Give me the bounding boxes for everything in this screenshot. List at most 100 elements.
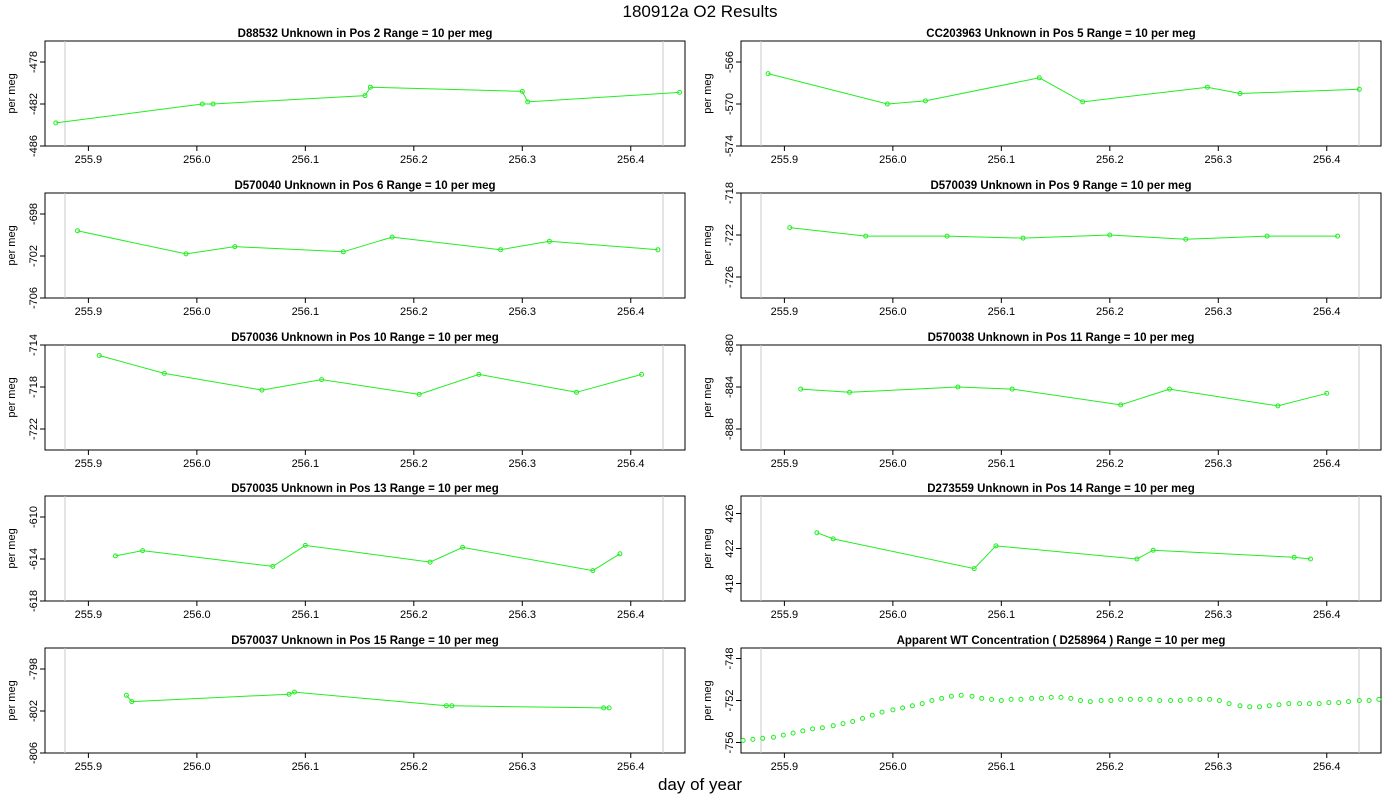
data-point — [1316, 701, 1322, 707]
y-tick-label: -752 — [724, 689, 736, 711]
data-point — [1266, 703, 1272, 709]
y-axis-label: per meg — [702, 528, 714, 568]
data-point — [1308, 556, 1313, 562]
panel-frame — [740, 192, 1382, 299]
y-tick-label: -478 — [28, 51, 40, 73]
data-point — [1036, 75, 1042, 81]
data-point — [1356, 86, 1362, 92]
data-point — [1068, 695, 1074, 701]
data-point — [1137, 696, 1143, 702]
panel-frame — [44, 40, 686, 147]
data-point — [1134, 556, 1140, 562]
x-tick-label: 255.9 — [771, 609, 799, 621]
y-axis-label: per meg — [702, 225, 714, 265]
x-tick-label: 255.9 — [75, 458, 103, 470]
x-tick-label: 256.0 — [183, 154, 211, 166]
series-line — [789, 227, 1338, 240]
x-tick-label: 256.4 — [1313, 458, 1341, 470]
panel-frame — [740, 647, 1382, 754]
x-tick-label: 256.2 — [1096, 761, 1124, 773]
data-point — [1080, 99, 1086, 105]
data-point — [1018, 696, 1024, 702]
data-point — [574, 389, 579, 395]
data-point — [948, 693, 954, 699]
x-tick-label: 255.9 — [75, 609, 103, 621]
data-point — [890, 707, 896, 713]
data-point — [929, 698, 935, 703]
data-point — [971, 566, 977, 572]
x-tick-label: 255.9 — [771, 306, 799, 318]
y-axis-label: per meg — [6, 528, 18, 568]
data-point — [53, 120, 59, 126]
x-tick-label: 256.4 — [617, 609, 645, 621]
x-tick-label: 256.1 — [292, 306, 320, 318]
panel-frame — [44, 192, 686, 299]
data-point — [525, 99, 531, 105]
data-point — [879, 709, 885, 715]
x-tick-label: 256.0 — [879, 761, 907, 773]
x-tick-label: 256.2 — [1096, 306, 1124, 318]
data-point — [389, 234, 395, 240]
x-tick-label: 256.3 — [509, 761, 537, 773]
data-point — [1197, 696, 1203, 702]
data-point — [944, 233, 950, 239]
data-point — [884, 101, 890, 107]
x-tick-label: 256.1 — [292, 761, 320, 773]
data-point — [780, 732, 786, 738]
panel-frame — [44, 344, 686, 451]
x-tick-label: 256.1 — [292, 154, 320, 166]
data-point — [449, 703, 455, 709]
data-point — [1297, 701, 1303, 707]
panel-frame — [740, 40, 1382, 147]
data-point — [655, 247, 661, 253]
data-point — [1257, 704, 1262, 710]
data-point — [810, 726, 816, 732]
series-line — [800, 386, 1327, 407]
y-tick-label: -880 — [724, 334, 736, 356]
x-tick-label: 256.4 — [1313, 761, 1341, 773]
data-point — [1366, 698, 1372, 703]
x-tick-label: 256.2 — [1096, 154, 1124, 166]
data-point — [199, 101, 205, 107]
data-point — [140, 548, 146, 554]
data-point — [1237, 91, 1243, 96]
y-tick-label: -718 — [724, 182, 736, 204]
y-tick-label: -566 — [724, 51, 736, 73]
x-tick-label: 256.0 — [183, 306, 211, 318]
data-point — [787, 225, 793, 231]
data-point — [847, 389, 852, 395]
y-tick-label: -570 — [724, 93, 736, 115]
data-point — [1247, 704, 1253, 710]
data-point — [1009, 386, 1015, 392]
data-point — [1029, 695, 1035, 701]
data-point — [129, 699, 135, 705]
y-tick-label: -888 — [724, 418, 736, 440]
x-tick-label: 256.2 — [1096, 609, 1124, 621]
data-point — [1118, 696, 1124, 702]
y-tick-label: -706 — [28, 287, 40, 309]
y-tick-label: 426 — [724, 504, 736, 522]
panel-8: D273559 Unknown in Pos 14 Range = 10 per… — [702, 483, 1382, 621]
data-point — [1167, 386, 1172, 392]
data-point — [771, 734, 776, 740]
data-point — [1376, 696, 1382, 702]
x-tick-label: 255.9 — [75, 154, 103, 166]
series-line — [816, 532, 1311, 570]
data-point — [96, 353, 102, 358]
data-point — [302, 542, 308, 548]
panel-frame — [44, 495, 686, 602]
data-point — [850, 719, 856, 724]
x-tick-label: 256.4 — [617, 458, 645, 470]
data-point — [1335, 233, 1341, 239]
data-point — [1078, 698, 1083, 703]
y-tick-label: -802 — [28, 700, 40, 722]
x-tick-label: 256.3 — [509, 458, 537, 470]
data-point — [979, 695, 985, 701]
data-point — [740, 737, 746, 743]
panel-6: D570038 Unknown in Pos 11 Range = 10 per… — [702, 332, 1382, 470]
data-point — [1058, 694, 1064, 700]
panel-1: D88532 Unknown in Pos 2 Range = 10 per m… — [6, 28, 686, 166]
data-point — [998, 698, 1004, 703]
x-tick-label: 256.3 — [1205, 609, 1233, 621]
panel-title: Apparent WT Concentration ( D258964 ) Ra… — [897, 635, 1226, 647]
